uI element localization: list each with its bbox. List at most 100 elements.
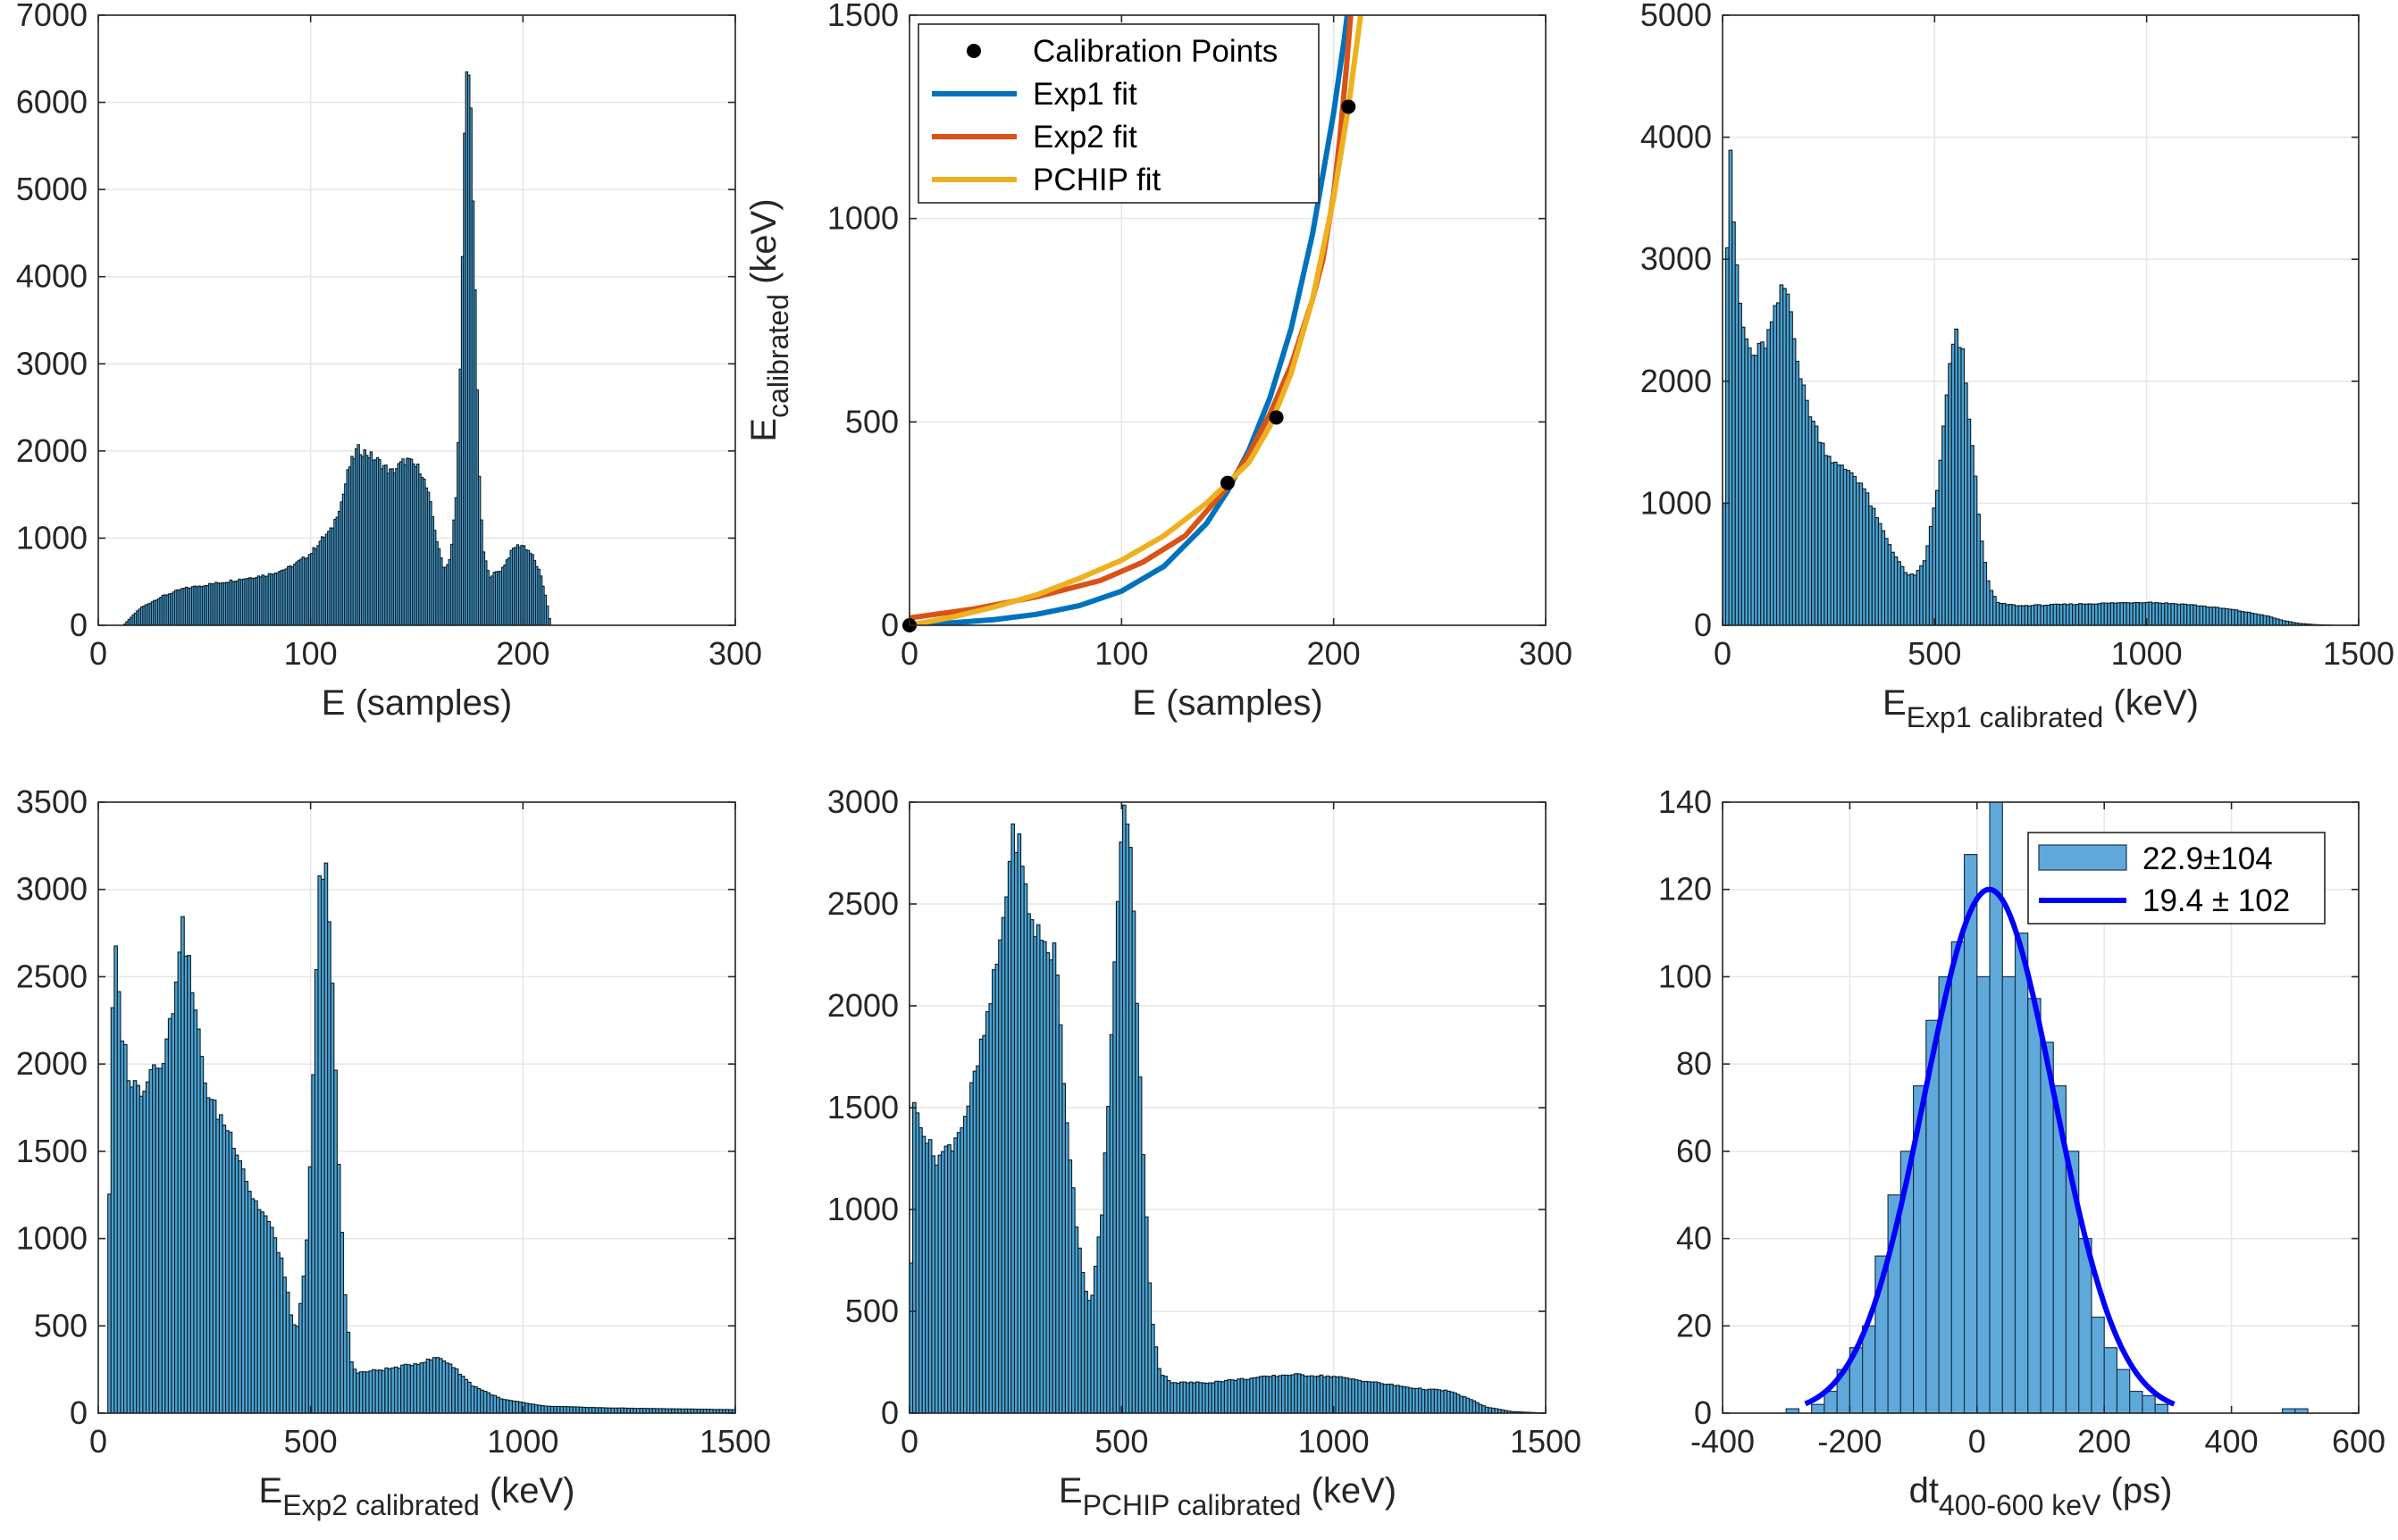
- y-tick-label: 3000: [1640, 240, 1712, 277]
- histogram-bar: [2129, 1390, 2143, 1413]
- axes-box: [1722, 14, 2360, 626]
- histogram-bar: [1950, 941, 1966, 1413]
- y-tick-label: 3000: [827, 783, 899, 820]
- histogram-bar: [2001, 975, 2016, 1413]
- chart-p1: 0 100 200 30001000200030004000500060007000E…: [16, 0, 762, 723]
- legend-label: Exp2 fit: [1033, 120, 1137, 155]
- histogram-bar: [2014, 932, 2029, 1413]
- x-tick-label: -200: [1817, 1423, 1882, 1460]
- y-tick-label: 0: [881, 1394, 899, 1431]
- y-tick-label: 0: [70, 1394, 88, 1431]
- x-tick-label: 1000: [1298, 1423, 1370, 1460]
- y-tick-label: 0: [1694, 607, 1712, 643]
- histogram-bar: [2078, 1237, 2092, 1413]
- y-tick-label: 5000: [16, 171, 88, 207]
- gaussian-fit-line: [1804, 886, 2176, 1407]
- histogram-bar: [1824, 1390, 1838, 1413]
- x-axis-label-main: E (samples): [322, 683, 512, 723]
- histogram-bar: [2154, 1403, 2168, 1413]
- y-tick-label: 2000: [827, 987, 899, 1024]
- x-axis-label-subscript: PCHIP calibrated: [1083, 1489, 1302, 1521]
- histogram-bar: [2116, 1368, 2131, 1413]
- histogram-bar: [1811, 1403, 1825, 1413]
- y-tick-label: 500: [845, 1293, 899, 1329]
- x-tick-label: 0: [89, 1423, 107, 1460]
- x-tick-label: 0: [901, 635, 918, 672]
- x-axis-label-unit: (ps): [2100, 1471, 2172, 1511]
- y-tick-label: 1500: [827, 1089, 899, 1126]
- x-tick-label: 300: [708, 635, 762, 672]
- y-tick-label: 1000: [16, 1220, 88, 1257]
- x-tick-label: 1500: [2323, 635, 2394, 672]
- x-tick-label: 100: [1094, 635, 1148, 672]
- y-tick-label: 4000: [16, 258, 88, 295]
- y-tick-label: 5000: [1640, 0, 1712, 33]
- y-tick-label: 3000: [16, 345, 88, 381]
- data-layer: [1785, 802, 2309, 1413]
- x-axis-label-subscript: Exp2 calibrated: [282, 1489, 480, 1521]
- x-tick-label: 0: [1968, 1423, 1986, 1460]
- histogram-bar: [1963, 854, 1978, 1413]
- legend-label: 22.9±104: [2142, 841, 2273, 876]
- histogram-bar: [548, 617, 551, 625]
- axes-box: [1722, 801, 2360, 1414]
- x-axis-label: E (samples): [322, 683, 512, 723]
- data-layer: [122, 71, 551, 625]
- data-layer: [1723, 149, 2337, 625]
- legend: Calibration Points Exp1 fit Exp2 fit PCHIP …: [918, 23, 1320, 204]
- axes-box: [97, 14, 736, 626]
- data-layer: [910, 15, 1363, 625]
- x-tick-label: 200: [1307, 635, 1361, 672]
- x-axis-label: EExp2 calibrated (keV): [259, 1471, 575, 1521]
- y-tick-label: 40: [1676, 1220, 1712, 1257]
- x-axis-label-unit: (keV): [1301, 1471, 1396, 1511]
- calibration-point: [1220, 475, 1235, 490]
- x-axis-label: EExp1 calibrated (keV): [1882, 683, 2199, 733]
- x-tick-label: 200: [496, 635, 549, 672]
- histogram-bar: [2091, 1316, 2105, 1413]
- x-tick-label: 600: [2332, 1423, 2385, 1460]
- legend: 22.9±104 19.4 ± 102: [2027, 832, 2326, 925]
- x-axis-label-subscript: 400-600 keV: [1939, 1489, 2101, 1521]
- x-tick-label: 1000: [2111, 635, 2183, 672]
- chart-p6: -400 -200 0 200 400 600 0 20 40 60 80 100 120 140 dt40…: [1658, 783, 2385, 1521]
- y-tick-label: 0: [1694, 1394, 1712, 1431]
- y-tick-label: 1000: [16, 519, 88, 556]
- histogram-bar: [2027, 998, 2042, 1413]
- y-tick-label: 500: [845, 403, 899, 439]
- series-line-pchip-fit: [910, 15, 1363, 625]
- y-axis-label: Ecalibrated (keV): [744, 198, 794, 441]
- y-tick-label: 1500: [827, 0, 899, 33]
- calibration-point: [1269, 410, 1284, 425]
- x-axis-label-main: E: [1059, 1471, 1083, 1511]
- x-tick-label: 200: [2077, 1423, 2131, 1460]
- legend-marker-calibration: [967, 44, 981, 58]
- x-tick-label: 0: [1714, 635, 1731, 672]
- x-tick-label: -400: [1690, 1423, 1755, 1460]
- x-axis-label-subscript: Exp1 calibrated: [1907, 701, 2104, 733]
- y-tick-label: 2000: [16, 432, 88, 469]
- y-tick-label: 60: [1676, 1133, 1712, 1169]
- y-tick-label: 1500: [16, 1133, 88, 1169]
- y-axis-label-unit: (keV): [744, 198, 784, 294]
- y-tick-label: 80: [1676, 1045, 1712, 1082]
- legend-label: Calibration Points: [1033, 34, 1278, 69]
- x-axis-label: dt400-600 keV (ps): [1909, 1471, 2173, 1521]
- chart-p2: 0 100 200 300 0 500 1000 1500 E (samples) Ecalibr…: [744, 0, 1572, 723]
- x-axis-label: E (samples): [1132, 683, 1322, 723]
- legend-swatch-histogram: [2038, 844, 2127, 871]
- x-axis-label-main: E (samples): [1132, 683, 1322, 723]
- y-axis-label-subscript: calibrated: [762, 294, 794, 418]
- x-axis-label-unit: (keV): [480, 1471, 575, 1511]
- histogram-bar: [2040, 1042, 2054, 1413]
- histogram-bar: [1862, 1325, 1876, 1413]
- x-axis-label-main: dt: [1909, 1471, 1939, 1511]
- histogram-bar: [2142, 1394, 2156, 1413]
- axes-box: [909, 14, 1547, 626]
- histogram-bar: [2103, 1347, 2118, 1413]
- y-tick-label: 6000: [16, 84, 88, 121]
- y-tick-label: 1000: [827, 200, 899, 237]
- axes-box: [97, 801, 736, 1414]
- legend-box: [918, 23, 1320, 204]
- x-tick-label: 1500: [700, 1423, 771, 1460]
